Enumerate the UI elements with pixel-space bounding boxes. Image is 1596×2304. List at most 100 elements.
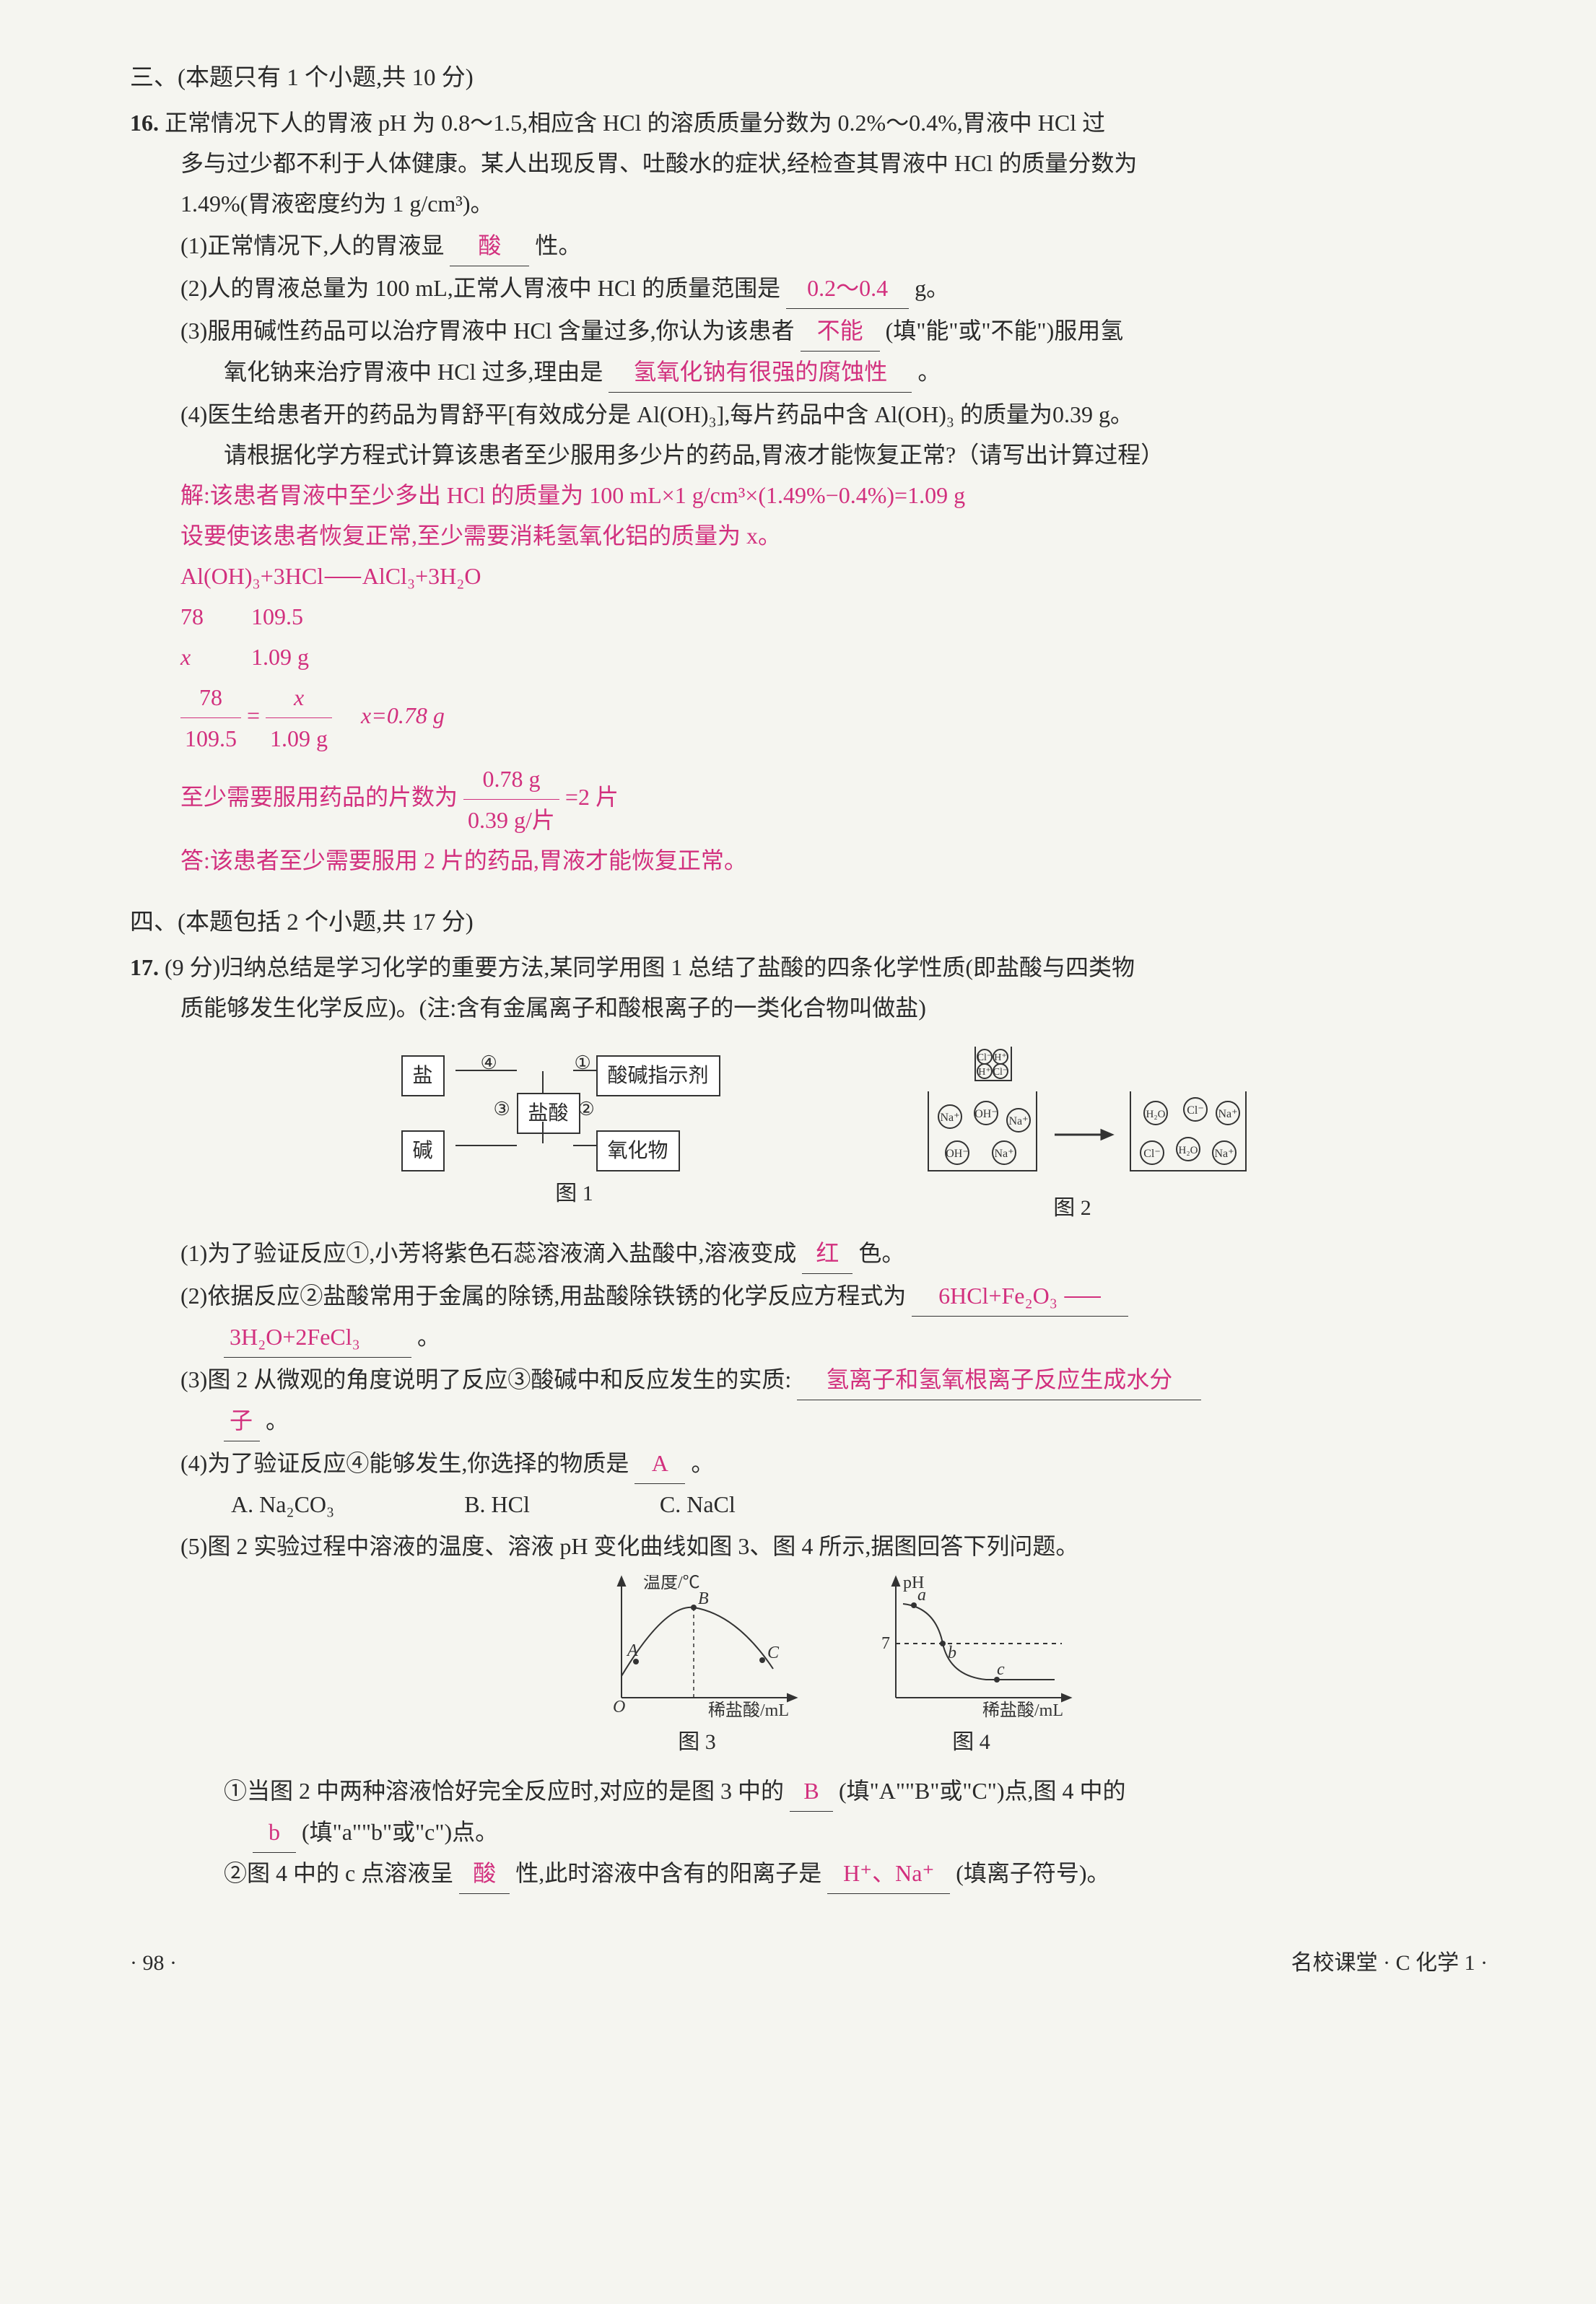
p16-q3-mid: (填"能"或"不能")服用氢 [886,318,1124,344]
p16-intro2: 多与过少都不利于人体健康。某人出现反胃、吐酸水的症状,经检查其胃液中 HCl 的… [180,143,1488,183]
p17-q1-ans: 红 [802,1233,852,1274]
p17-intro2: 质能够发生化学反应)。(注:含有金属离子和酸根离子的一类化合物叫做盐) [180,987,1488,1028]
p17-q3: (3)图 2 从微观的角度说明了反应③酸碱中和反应发生的实质: 氢离子和氢氧根离… [180,1359,1488,1400]
p17-q3-ans1: 氢离子和氢氧根离子反应生成水分 [797,1359,1201,1400]
fig3-C: C [767,1644,780,1662]
fig1-salt: 盐 [401,1055,445,1096]
fig1-hcl: 盐酸 [517,1093,580,1134]
p16-q3-ans2: 氢氧化钠有很强的腐蚀性 [609,352,912,393]
p16-sol7-pre: 至少需要服用药品的片数为 [180,784,458,810]
p16-sol5a: x [180,637,245,677]
fig4-svg: a b c 7 pH 稀盐酸/mL [867,1575,1076,1719]
svg-text:Na⁺: Na⁺ [994,1148,1013,1160]
p17-figures: 盐 酸碱指示剂 盐酸 碱 氧化物 ④ ① ③ ② 图 1 [180,1041,1488,1228]
svg-text:OH⁻: OH⁻ [946,1148,969,1160]
fig1-caption: 图 1 [555,1175,593,1213]
fig3-svg: A B C O 温度/℃ 稀盐酸/mL [593,1575,802,1719]
p17-q3-l2: 子 。 [180,1400,1488,1441]
p16-eq: = [247,702,260,728]
p16-sol6-res: x=0.78 g [361,702,445,728]
figure-3: A B C O 温度/℃ 稀盐酸/mL 图 3 [593,1575,802,1762]
fig1-n1: ④ [481,1047,497,1080]
p16-sol5b: 1.09 g [251,637,367,677]
p17-q2-ans2: 3H₂O+2FeCl₃ [224,1317,411,1358]
section4-header: 四、(本题包括 2 个小题,共 17 分) [130,902,1488,944]
p17-q52-ans2: H⁺、Na⁺ [827,1853,950,1894]
fig4-7: 7 [881,1634,890,1653]
svg-text:Na⁺: Na⁺ [1218,1108,1237,1120]
p16-sol7: 至少需要服用药品的片数为 0.78 g0.39 g/片 =2 片 [180,759,1488,840]
p16-sol3: Al(OH)₃+3HCl⸺AlCl₃+3H₂O [180,556,1488,596]
figure-4: a b c 7 pH 稀盐酸/mL 图 4 [867,1575,1076,1762]
p17-q4-ans: A [635,1443,685,1484]
svg-text:Na⁺: Na⁺ [1214,1148,1234,1160]
p16-q1-pre: (1)正常情况下,人的胃液显 [180,232,444,258]
fig1-n2: ① [575,1047,591,1080]
fig1-base: 碱 [401,1130,445,1171]
p17-q3-pre: (3)图 2 从微观的角度说明了反应③酸碱中和反应发生的实质: [180,1366,791,1392]
p17-q52-ans1: 酸 [459,1853,510,1894]
fig1-indicator: 酸碱指示剂 [596,1055,720,1096]
svg-text:Na⁺: Na⁺ [1008,1115,1028,1127]
fig4-caption: 图 4 [952,1724,990,1762]
p17-q3-ans2: 子 [224,1400,260,1441]
p16-intro3: 1.49%(胃液密度约为 1 g/cm³)。 [180,183,1488,224]
p17-q5-2: ②图 4 中的 c 点溶液呈 酸 性,此时溶液中含有的阳离子是 H⁺、Na⁺ (… [180,1853,1488,1894]
p16-q1: (1)正常情况下,人的胃液显 酸 性。 [180,225,1488,266]
p17-q4-post: 。 [691,1450,714,1476]
p17-intro1: (9 分)归纳总结是学习化学的重要方法,某同学用图 1 总结了盐酸的四条化学性质… [165,954,1135,980]
p17-q5-l1: (5)图 2 实验过程中溶液的温度、溶液 pH 变化曲线如图 3、图 4 所示,… [180,1526,1488,1566]
svg-text:Na⁺: Na⁺ [940,1112,959,1124]
p16-sol6: 78109.5 = x1.09 g x=0.78 g [180,677,1488,759]
figure-1: 盐 酸碱指示剂 盐酸 碱 氧化物 ④ ① ③ ② 图 1 [401,1041,748,1228]
p17-q4: (4)为了验证反应④能够发生,你选择的物质是 A 。 [180,1443,1488,1484]
section3-header: 三、(本题只有 1 个小题,共 10 分) [130,58,1488,100]
fig1-n3: ③ [494,1093,510,1126]
p16-sol8: 答:该患者至少需要服用 2 片的药品,胃液才能恢复正常。 [180,840,1488,881]
p16-q2-pre: (2)人的胃液总量为 100 mL,正常人胃液中 HCl 的质量范围是 [180,275,780,301]
p16-q2-post: g。 [915,275,949,301]
svg-text:OH⁻: OH⁻ [974,1108,998,1120]
p16-sol1: 解:该患者胃液中至少多出 HCl 的质量为 100 mL×1 g/cm³×(1.… [180,475,1488,515]
p16-q2-ans: 0.2～0.4 [786,268,909,309]
p16-f3d: 0.39 g/片 [463,800,559,840]
p17-q52-pre: ②图 4 中的 c 点溶液呈 [224,1860,453,1886]
p17-q2-pre: (2)依据反应②盐酸常用于金属的除锈,用盐酸除铁锈的化学反应方程式为 [180,1283,906,1309]
p16-f3n: 0.78 g [463,759,559,800]
p16-q4-l1: (4)医生给患者开的药品为胃舒平[有效成分是 Al(OH)₃],每片药品中含 A… [180,394,1488,435]
p16-q3-ans1: 不能 [801,310,880,352]
p16-q4-l2: 请根据化学方程式计算该患者至少服用多少片的药品,胃液才能恢复正常?（请写出计算过… [180,435,1488,475]
svg-text:H₂O: H₂O [1178,1145,1198,1156]
p16-q3-l2-pre: 氧化钠来治疗胃液中 HCl 过多,理由是 [224,359,603,385]
choice-c: C. NaCl [660,1484,736,1524]
p17-q51-ans1: B [790,1771,833,1812]
page-number: · 98 · [130,1945,177,1983]
p16-q3-l2-post: 。 [917,359,941,385]
p16-num: 16. [130,110,159,136]
p17-q1-post: 色。 [858,1240,904,1266]
problem-17: 17. (9 分)归纳总结是学习化学的重要方法,某同学用图 1 总结了盐酸的四条… [130,947,1488,1894]
fig2-svg: Cl⁻ H⁺ H⁺ Cl⁻ Na⁺ OH⁻ Na⁺ OH⁻ Na⁺ [878,1041,1268,1185]
problem-16: 16. 正常情况下人的胃液 pH 为 0.8～1.5,相应含 HCl 的溶质质量… [130,102,1488,881]
p17-q2-ans1: 6HCl+Fe₂O₃ ⸺ [912,1275,1128,1317]
p17-num: 17. [130,954,159,980]
svg-text:H⁺: H⁺ [978,1067,991,1078]
p16-f1d: 109.5 [180,718,241,759]
p17-q52-post: (填离子符号)。 [956,1860,1109,1886]
p17-q2: (2)依据反应②盐酸常用于金属的除锈,用盐酸除铁锈的化学反应方程式为 6HCl+… [180,1275,1488,1317]
fig1-oxide: 氧化物 [596,1130,680,1171]
p17-choices: A. Na₂CO₃ B. HCl C. NaCl [180,1484,1488,1524]
p16-q1-post: 性。 [535,232,581,258]
svg-text:Cl⁻: Cl⁻ [993,1067,1008,1078]
fig4-xlabel: 稀盐酸/mL [982,1701,1063,1719]
p17-q2-post: 。 [417,1324,440,1350]
fig2-caption: 图 2 [1053,1190,1091,1228]
p17-q1: (1)为了验证反应①,小芳将紫色石蕊溶液滴入盐酸中,溶液变成 红 色。 [180,1233,1488,1274]
svg-text:Cl⁻: Cl⁻ [977,1052,992,1063]
p16-sol2: 设要使该患者恢复正常,至少需要消耗氢氧化铝的质量为 x。 [180,515,1488,556]
p16-q2: (2)人的胃液总量为 100 mL,正常人胃液中 HCl 的质量范围是 0.2～… [180,268,1488,309]
fig4-c: c [997,1660,1005,1679]
p16-f2n: x [266,677,332,718]
p17-q5-1b: b (填"a""b"或"c")点。 [180,1812,1488,1853]
fig3-ylabel: 温度/℃ [643,1575,700,1592]
